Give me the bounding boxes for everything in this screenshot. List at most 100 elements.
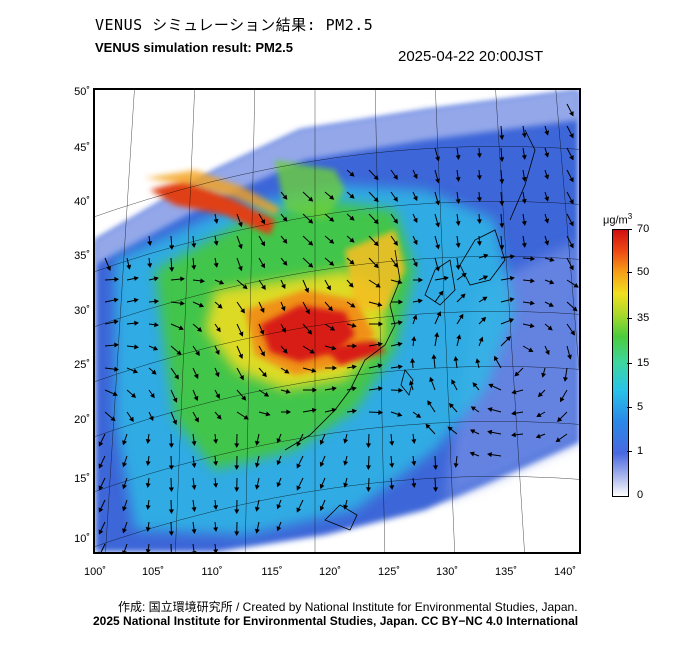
wind-arrow-head — [276, 438, 282, 444]
wind-arrow-head — [397, 364, 403, 370]
wind-arrow-head — [254, 462, 260, 468]
wind-arrow-head — [98, 463, 104, 469]
wind-arrow-head — [296, 507, 302, 513]
wind-arrow-head — [237, 221, 243, 228]
wind-arrow-head — [343, 438, 349, 444]
wind-arrow-head — [260, 263, 266, 269]
wind-arrow-head — [145, 548, 151, 552]
wind-arrow-head — [549, 257, 555, 262]
wind-arrow-head — [312, 387, 318, 393]
wind-arrow-head — [415, 413, 422, 418]
wind-arrow-head — [276, 460, 282, 466]
lat-tick-10: 10˚ — [74, 533, 90, 545]
wind-arrow-head — [122, 440, 127, 446]
wind-arrow-head — [168, 531, 174, 537]
wind-arrow-head — [349, 237, 355, 243]
wind-arrow-head — [397, 341, 403, 347]
colorbar-unit: μg/m3 — [603, 212, 633, 227]
lat-tick-35: 35˚ — [74, 250, 90, 262]
wind-arrow-head — [329, 216, 335, 222]
pm25-map[interactable] — [93, 88, 581, 554]
wind-arrow-head — [389, 485, 395, 490]
wind-arrow-head — [147, 241, 153, 246]
wind-arrow-head — [435, 266, 440, 272]
wind-arrow-head — [130, 392, 137, 398]
wind-arrow-head — [213, 218, 219, 224]
wind-arrow-head — [569, 221, 574, 227]
wind-arrow-head — [443, 275, 449, 281]
wind-arrow-head — [193, 395, 199, 402]
wind-arrow-head — [200, 278, 205, 284]
wind-arrow-head — [411, 460, 417, 466]
wind-arrow-head — [265, 411, 271, 417]
wind-arrow-head — [499, 157, 505, 163]
wind-arrow-head — [276, 504, 282, 510]
wind-arrow-head — [349, 193, 355, 199]
wind-arrow-head — [398, 299, 404, 305]
pale-band-north — [95, 90, 579, 265]
wind-arrow-head — [569, 133, 574, 139]
wind-arrow-head — [373, 175, 379, 181]
wind-arrow-head — [309, 349, 315, 354]
wind-arrow-head — [305, 309, 310, 315]
wind-arrow-head — [438, 290, 444, 296]
wind-arrow-head — [282, 238, 288, 244]
wind-arrow-head — [129, 416, 134, 422]
wind-arrow-head — [98, 507, 104, 513]
wind-arrow-head — [308, 262, 314, 268]
wind-arrow-head — [413, 239, 418, 246]
wind-arrow-head — [435, 200, 440, 206]
wind-arrow-head — [499, 135, 505, 141]
wind-arrow-head — [351, 364, 357, 370]
red-streak-north — [150, 180, 275, 235]
wind-arrow-head — [343, 482, 349, 488]
wind-arrow-head — [174, 374, 179, 380]
wind-arrow-head — [343, 460, 349, 466]
wind-arrow-head — [169, 267, 175, 273]
credit-line-2: 2025 National Institute for Environmenta… — [93, 614, 579, 628]
wind-arrow-head — [237, 243, 243, 250]
wind-arrow-head — [529, 323, 535, 329]
wind-arrow-head — [393, 196, 398, 202]
lat-tick-15: 15˚ — [74, 473, 90, 485]
wind-arrow-head — [389, 441, 395, 446]
wind-arrow-head — [213, 240, 219, 246]
wind-arrow-head — [180, 276, 185, 282]
wind-arrow-head — [286, 409, 292, 415]
wind-arrow-head — [213, 439, 219, 444]
wind-arrow-head — [563, 376, 569, 382]
wind-arrow-head — [511, 410, 517, 416]
wind-arrow-head — [349, 259, 355, 265]
wind-arrow-head — [365, 443, 372, 449]
wind-arrow-head — [216, 414, 222, 420]
wind-arrow-head — [304, 287, 309, 293]
wind-arrow-head — [435, 222, 440, 228]
wind-arrow-head — [154, 298, 160, 304]
wind-arrow-head — [151, 369, 157, 375]
lon-tick-115: 115˚ — [261, 566, 283, 578]
wind-arrow-head — [106, 265, 111, 271]
wind-arrow-head — [469, 451, 475, 457]
wind-arrow-head — [548, 302, 554, 307]
wind-arrow-head — [393, 240, 398, 246]
wind-arrow-head — [453, 463, 459, 468]
wind-arrow-head — [145, 438, 151, 444]
wind-arrow-head — [377, 363, 383, 369]
colorbar-tick — [627, 451, 632, 452]
wind-arrow-head — [311, 407, 317, 413]
wind-arrow-head — [168, 509, 174, 515]
lat-tick-45: 45˚ — [74, 142, 90, 154]
wind-arrow-head — [453, 356, 459, 362]
colorbar-tick — [627, 229, 632, 230]
wind-arrow-head — [482, 296, 488, 302]
wind-arrow-head — [544, 240, 550, 246]
wind-arrow-head — [191, 440, 197, 446]
map-canvas — [95, 90, 579, 552]
wind-arrow-head — [427, 400, 432, 406]
wind-arrow-head — [234, 531, 240, 537]
wind-arrow-head — [319, 483, 325, 490]
wind-arrow-head — [239, 375, 244, 381]
wind-arrow-head — [569, 243, 574, 249]
wind-arrow-head — [132, 368, 139, 374]
wind-arrow-head — [397, 279, 403, 285]
